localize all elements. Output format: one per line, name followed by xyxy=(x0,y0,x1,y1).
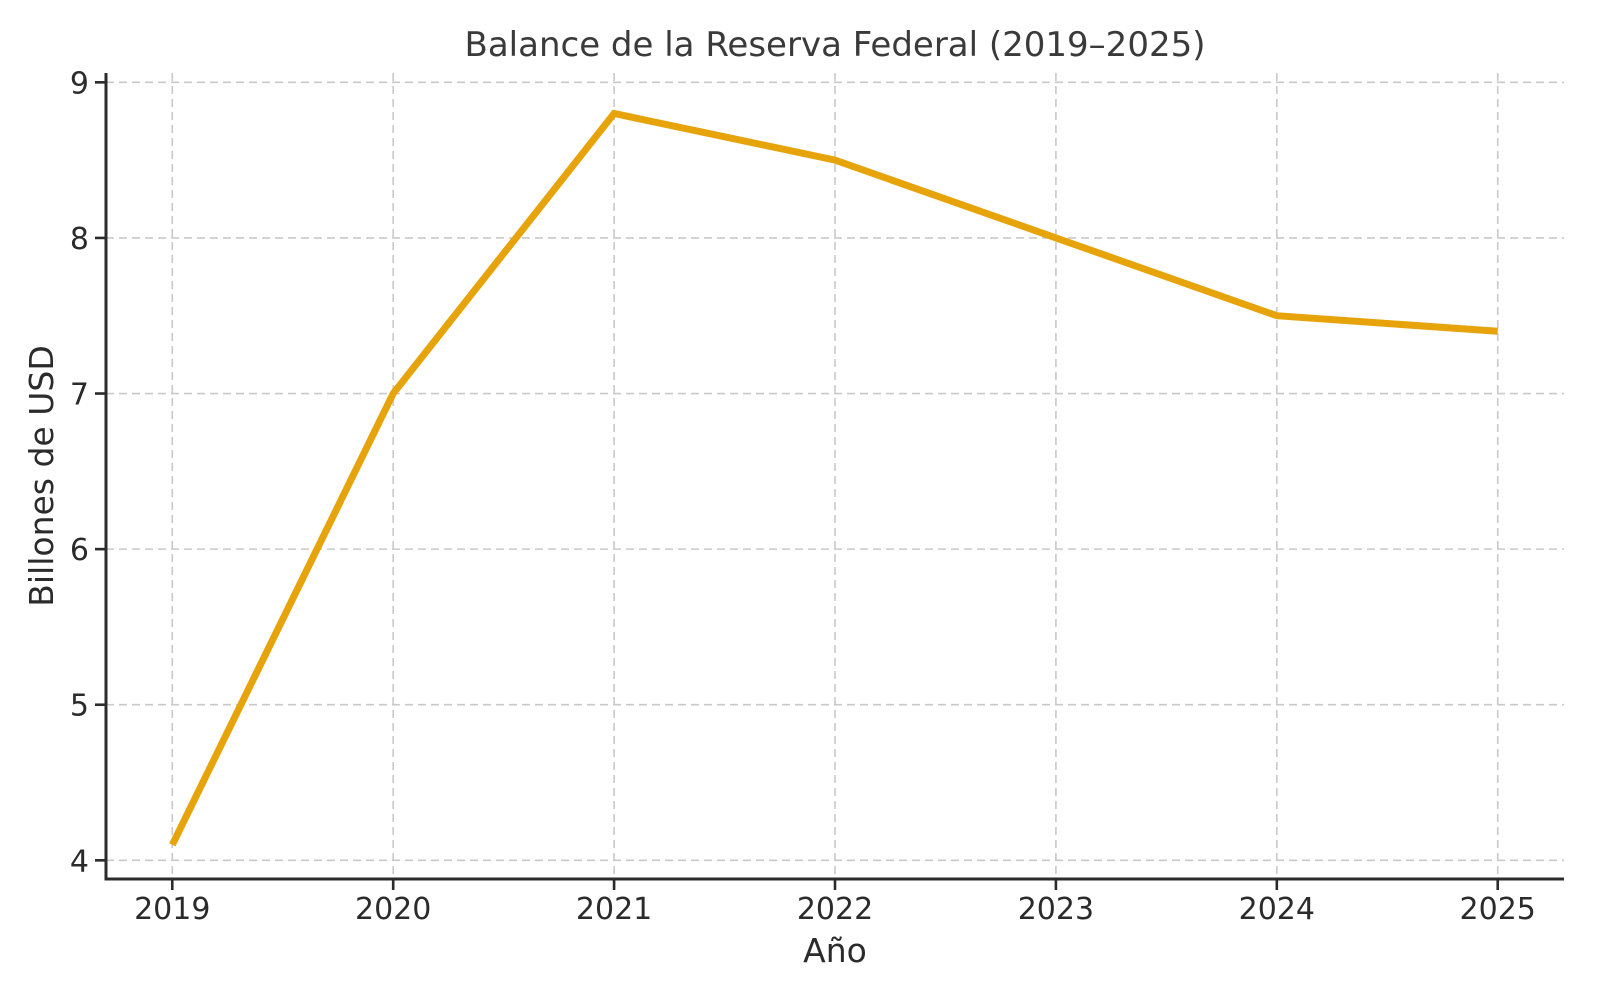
x-tick-label: 2024 xyxy=(1239,892,1315,927)
x-tick-label: 2019 xyxy=(134,892,210,927)
x-tick-label: 2020 xyxy=(355,892,431,927)
data-series-line xyxy=(169,109,1498,847)
x-tick-label: 2021 xyxy=(576,892,652,927)
x-axis-label: Año xyxy=(803,931,867,970)
gridlines xyxy=(106,73,1564,879)
x-tick-label: 2023 xyxy=(1018,892,1094,927)
y-tick-label: 8 xyxy=(70,222,89,257)
y-tick-label: 6 xyxy=(70,533,89,568)
axis-spines xyxy=(104,73,1564,881)
y-tick-label: 5 xyxy=(70,689,89,724)
y-tick-label: 9 xyxy=(70,66,89,101)
axis-ticks xyxy=(95,81,1500,890)
balance-line xyxy=(169,109,1498,847)
chart-title: Balance de la Reserva Federal (2019–2025… xyxy=(464,25,1206,65)
y-tick-label: 7 xyxy=(70,378,89,413)
y-axis-label: Billones de USD xyxy=(22,345,61,607)
tick-labels: 4 5 6 7 8 9 2019 2020 2021 2022 2023 2024 2025 xyxy=(70,66,1536,927)
x-tick-label: 2022 xyxy=(797,892,873,927)
y-tick-label: 4 xyxy=(70,844,89,879)
x-tick-label: 2025 xyxy=(1460,892,1536,927)
